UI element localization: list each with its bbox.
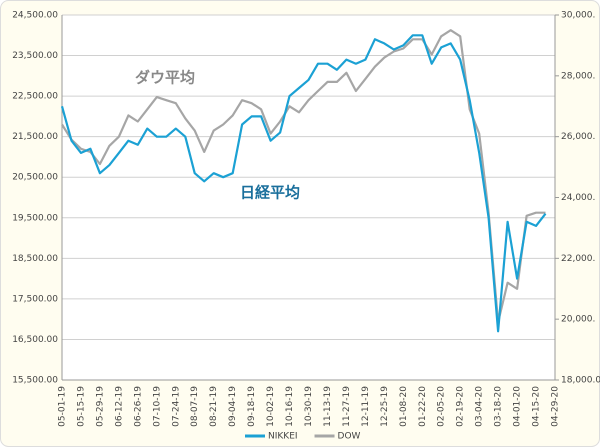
y2-tick-label: 26,000. [561,132,595,142]
x-tick-label: 06-12-19 [114,386,124,427]
x-tick-label: 11-13-19 [323,386,333,427]
y2-tick-label: 24,000. [561,193,595,203]
y2-tick-label: 30,000. [561,11,595,21]
y2-tick-label: 22,000. [561,254,595,264]
series-line [60,34,547,333]
y-tick-label: 23,500.00 [12,51,58,61]
y-tick-label: 18,500.00 [12,254,58,264]
x-tick-label: 05-29-19 [95,386,105,427]
y-tick-label: 19,500.00 [12,213,58,223]
x-tick-label: 04-01-20 [513,386,523,427]
x-tick-label: 10-30-19 [304,386,314,427]
legend-label: DOW [338,432,361,442]
x-tick-label: 05-01-19 [58,386,68,427]
annotation: 日経平均 [240,184,300,202]
x-tick-label: 10-16-19 [285,386,295,427]
x-tick-label: 07-24-19 [171,386,181,427]
y2-tick-label: 20,000. [561,315,595,325]
x-tick-label: 06-26-19 [133,386,143,427]
x-tick-label: 01-22-20 [418,386,428,427]
x-tick-label: 09-18-19 [247,386,257,427]
x-tick-label: 08-21-19 [209,386,219,427]
x-tick-label: 07-10-19 [152,386,162,427]
x-tick-label: 04-29-20 [551,386,561,427]
series-line [61,29,546,324]
x-tick-label: 09-04-19 [228,386,238,427]
x-tick-label: 02-19-20 [456,386,466,427]
x-tick-label: 08-07-19 [190,386,200,427]
plot-area [62,15,555,380]
x-tick-label: 10-02-19 [266,386,276,427]
x-tick-label: 12-11-19 [361,386,371,427]
y-tick-label: 16,500.00 [12,335,58,345]
x-tick-label: 03-04-20 [475,386,485,427]
x-tick-label: 02-05-20 [437,386,447,427]
legend-label: NIKKEI [268,432,298,442]
x-tick-label: 01-08-20 [399,386,409,427]
y-tick-label: 21,500.00 [12,132,58,142]
annotation: ダウ平均 [135,69,195,87]
x-tick-label: 11-27-19 [342,386,352,427]
y-tick-label: 15,500.00 [12,376,58,386]
y-tick-label: 24,500.00 [12,11,58,21]
y-tick-label: 22,500.00 [12,92,58,102]
x-tick-label: 12-25-19 [380,386,390,427]
x-tick-label: 04-15-20 [532,386,542,427]
y2-tick-label: 28,000. [561,71,595,81]
y-tick-label: 17,500.00 [12,294,58,304]
x-tick-label: 05-15-19 [76,386,86,427]
y2-tick-label: 18,000.00 [561,376,600,386]
x-tick-label: 03-18-20 [494,386,504,427]
y-tick-label: 20,500.00 [12,173,58,183]
